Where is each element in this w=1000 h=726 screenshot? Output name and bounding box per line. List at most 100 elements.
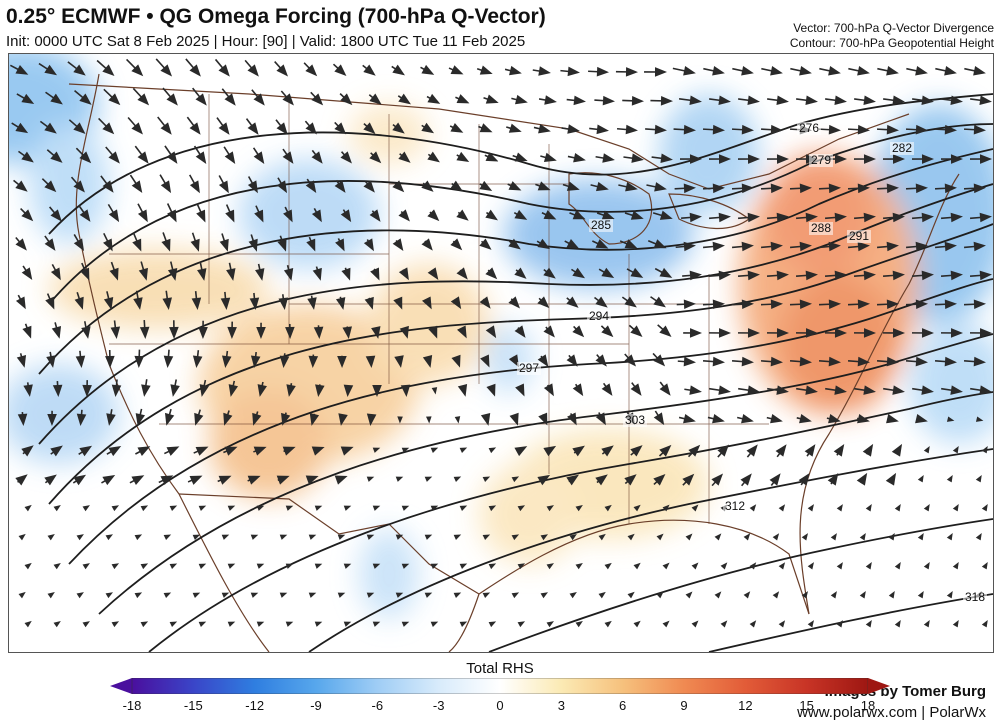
q-vector-arrow [484,152,499,162]
q-vector-arrow [662,504,670,512]
q-vector-arrow [392,122,405,134]
q-vector-arrow [618,182,638,192]
q-vector-arrow [532,66,551,76]
q-vector-arrow [157,116,172,135]
q-vector-arrow [630,382,642,396]
q-vector-arrow [75,350,86,368]
positive-area [479,464,579,564]
q-vector-arrow [74,90,92,105]
q-vector-arrow [17,411,28,426]
q-vector-arrow [508,238,521,250]
q-vector-arrow [368,93,382,105]
q-vector-arrow [334,475,348,485]
q-vector-arrow [308,354,319,368]
q-vector-arrow [970,95,992,105]
q-vector-arrow [575,505,583,512]
q-vector-arrow [308,534,317,540]
q-vector-arrow [401,621,410,627]
q-vector-arrow [51,322,62,339]
q-vector-arrow [76,534,84,541]
q-vector-arrow [767,385,789,395]
q-vector-arrow [658,444,672,457]
q-vector-arrow [424,476,433,482]
q-vector-arrow [220,291,231,310]
map-panel: 276 279 282 285 288 291 294 297 303 312 318 [8,53,994,653]
q-vector-arrow [340,209,352,223]
q-vector-arrow [111,505,120,512]
q-vector-arrow [457,383,468,397]
q-vector-arrow [75,147,92,164]
q-vector-arrow [708,154,731,164]
q-vector-arrow [876,356,899,367]
q-vector-arrow [459,621,468,628]
q-vector-arrow [72,474,87,486]
mexico-coast [178,493,480,652]
q-vector-arrow [911,270,934,281]
q-vector-arrow [480,413,491,426]
forcing-shading [9,54,993,619]
q-vector-arrow [836,562,843,570]
q-vector-arrow [282,446,296,456]
q-vector-arrow [372,621,381,627]
q-vector-arrow [18,533,26,541]
q-vector-arrow [483,94,499,104]
q-vector-arrow [601,382,613,396]
q-vector-arrow [227,563,236,569]
q-vector-arrow [167,261,178,281]
q-vector-arrow [731,183,754,194]
q-vector-arrow [401,563,410,569]
q-vector-arrow [854,385,876,395]
q-vector-arrow [372,384,382,397]
q-vector-arrow [164,408,175,426]
q-vector-arrow [45,91,63,105]
q-vector-arrow [894,561,901,570]
q-vector-arrow [170,379,180,397]
q-vector-arrow [540,592,548,599]
q-vector-arrow [598,533,606,541]
q-vector-arrow [760,356,783,367]
q-vector-arrow [421,122,435,134]
q-vector-arrow [341,267,351,281]
q-vector-arrow [198,505,207,511]
q-vector-arrow [420,64,435,75]
q-vector-arrow [652,352,666,367]
q-vector-arrow [391,64,405,76]
q-vector-arrow [644,67,667,77]
q-vector-arrow [865,620,872,628]
q-vector-arrow [824,270,847,281]
q-vector-arrow [227,621,236,627]
q-vector-arrow [702,356,725,367]
q-vector-arrow [281,412,291,426]
q-vector-arrow [575,563,583,570]
q-vector-arrow [963,183,986,194]
q-vector-arrow [507,181,522,191]
q-vector-arrow [485,325,497,339]
q-vector-arrow [100,175,114,193]
q-vector-arrow [223,146,236,165]
q-vector-arrow [546,505,554,512]
q-vector-arrow [801,591,809,599]
q-vector-arrow [662,562,670,570]
q-vector-arrow [737,212,760,223]
q-vector-arrow [807,620,814,628]
q-vector-arrow [566,296,579,308]
q-vector-arrow [847,299,870,310]
q-vector-arrow [731,241,754,252]
q-vector-arrow [819,66,841,76]
q-vector-arrow [53,562,61,570]
q-vector-arrow [450,296,462,310]
negative-area [29,124,109,244]
contour-label: 279 [811,153,831,167]
q-vector-arrow [456,267,468,280]
q-vector-arrow [818,299,841,310]
q-vector-arrow [366,592,375,598]
q-vector-arrow [277,235,287,252]
q-vector-arrow [662,620,670,628]
colorbar-tick-label: -3 [432,698,445,713]
q-vector-arrow [155,58,173,77]
q-vector-arrow [126,58,144,77]
q-vector-arrow [342,326,352,339]
q-vector-arrow [250,592,259,598]
q-vector-arrow [853,212,876,223]
q-vector-arrow [514,267,527,279]
